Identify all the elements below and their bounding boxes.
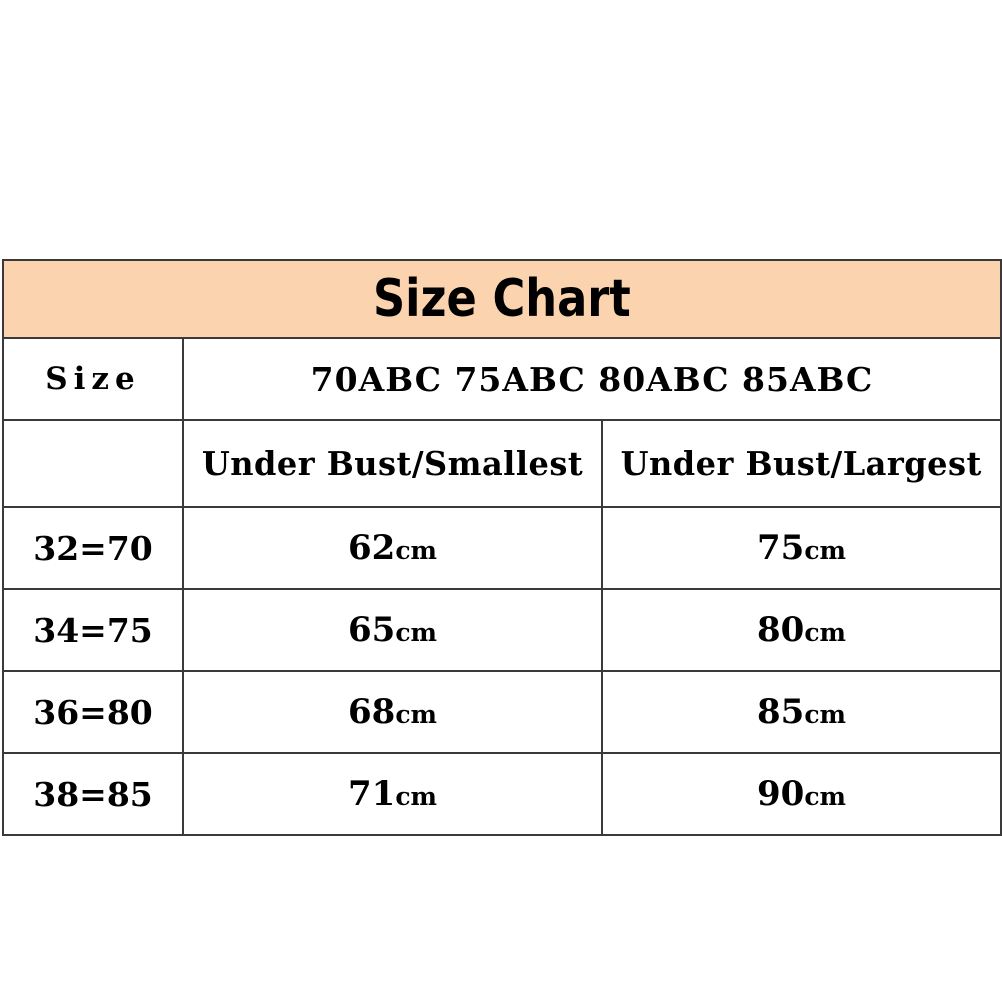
table-row: 32=70 62cm 75cm (2, 506, 1002, 590)
row-smallest-unit: cm (395, 536, 437, 565)
column-header-largest-label: Under Bust/Largest (620, 444, 983, 483)
row-smallest-cell: 62cm (182, 506, 603, 590)
row-largest-number: 85 (756, 692, 805, 732)
row-smallest-cell: 68cm (182, 670, 603, 754)
row-largest-value: 90cm (757, 774, 846, 814)
row-largest-value: 80cm (757, 610, 846, 650)
row-size-value: 32=70 (33, 528, 153, 568)
row-smallest-number: 65 (347, 610, 396, 650)
row-largest-number: 75 (756, 528, 805, 568)
column-header-under-bust-smallest: Under Bust/Smallest (182, 419, 603, 508)
row-smallest-cell: 65cm (182, 588, 603, 672)
table-row: 38=85 71cm 90cm (2, 752, 1002, 836)
column-header-under-bust-largest: Under Bust/Largest (601, 419, 1002, 508)
size-chart-title-row: Size Chart (2, 259, 1002, 339)
row-smallest-cell: 71cm (182, 752, 603, 836)
size-chart-container: Size Chart Size 70ABC 75ABC 80ABC 85ABC (2, 259, 1002, 836)
table-row: 34=75 65cm 80cm (2, 588, 1002, 672)
size-chart-title-cell: Size Chart (2, 259, 1002, 339)
row-smallest-unit: cm (395, 782, 437, 811)
row-smallest-value: 71cm (348, 774, 437, 814)
row-smallest-number: 71 (347, 774, 396, 814)
row-size-cell: 34=75 (2, 588, 184, 672)
row-smallest-value: 62cm (348, 528, 437, 568)
row-largest-cell: 75cm (601, 506, 1002, 590)
row-largest-unit: cm (804, 618, 846, 647)
column-header-smallest-label: Under Bust/Smallest (201, 444, 584, 483)
row-largest-value: 75cm (757, 528, 846, 568)
row-largest-cell: 80cm (601, 588, 1002, 672)
row-smallest-unit: cm (395, 700, 437, 729)
row-largest-unit: cm (804, 536, 846, 565)
row-largest-number: 90 (756, 774, 805, 814)
row-smallest-number: 68 (347, 692, 396, 732)
row-size-value: 34=75 (33, 610, 153, 650)
size-header-values: 70ABC 75ABC 80ABC 85ABC (310, 359, 874, 399)
row-largest-unit: cm (804, 782, 846, 811)
size-header-row: Size 70ABC 75ABC 80ABC 85ABC (2, 337, 1002, 421)
size-chart-table: Size Chart Size 70ABC 75ABC 80ABC 85ABC (2, 259, 1002, 836)
row-size-value: 38=85 (33, 774, 153, 814)
row-largest-cell: 90cm (601, 752, 1002, 836)
size-header-values-cell: 70ABC 75ABC 80ABC 85ABC (182, 337, 1002, 421)
row-smallest-value: 68cm (348, 692, 437, 732)
row-smallest-value: 65cm (348, 610, 437, 650)
row-largest-unit: cm (804, 700, 846, 729)
row-size-cell: 38=85 (2, 752, 184, 836)
table-row: 36=80 68cm 85cm (2, 670, 1002, 754)
page-title: Size Chart (373, 269, 631, 329)
size-header-label: Size (45, 361, 141, 397)
row-largest-cell: 85cm (601, 670, 1002, 754)
row-size-cell: 36=80 (2, 670, 184, 754)
row-largest-number: 80 (756, 610, 805, 650)
row-size-cell: 32=70 (2, 506, 184, 590)
measurement-header-row: Under Bust/Smallest Under Bust/Largest (2, 419, 1002, 508)
row-largest-value: 85cm (757, 692, 846, 732)
measurement-header-blank-cell (2, 419, 184, 508)
row-size-value: 36=80 (33, 692, 153, 732)
size-header-label-cell: Size (2, 337, 184, 421)
row-smallest-unit: cm (395, 618, 437, 647)
row-smallest-number: 62 (347, 528, 396, 568)
